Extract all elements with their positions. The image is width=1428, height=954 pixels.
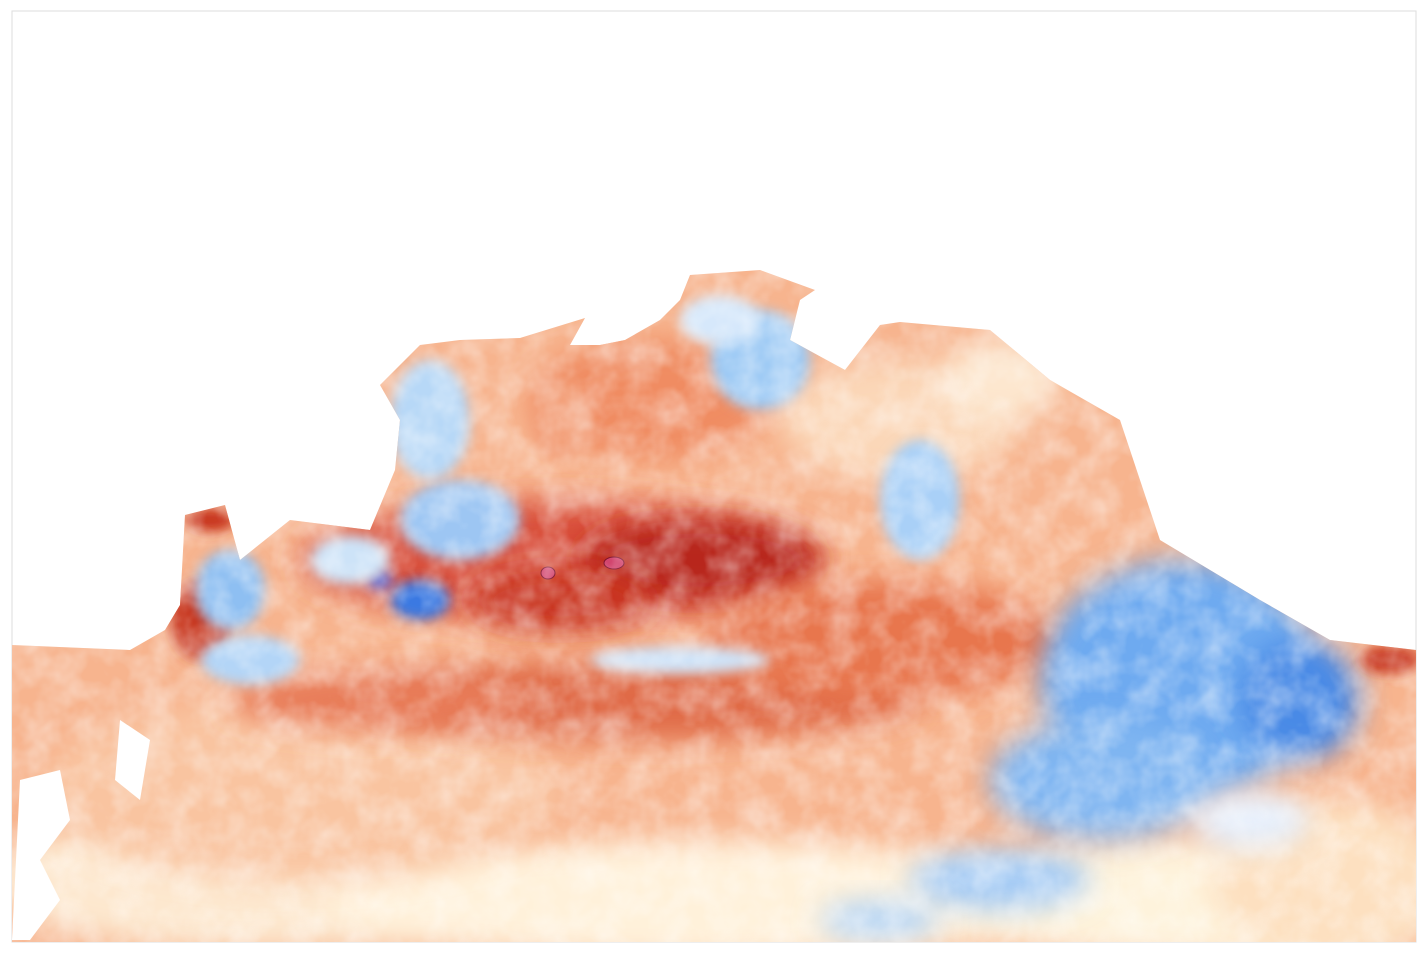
land — [12, 720, 150, 940]
